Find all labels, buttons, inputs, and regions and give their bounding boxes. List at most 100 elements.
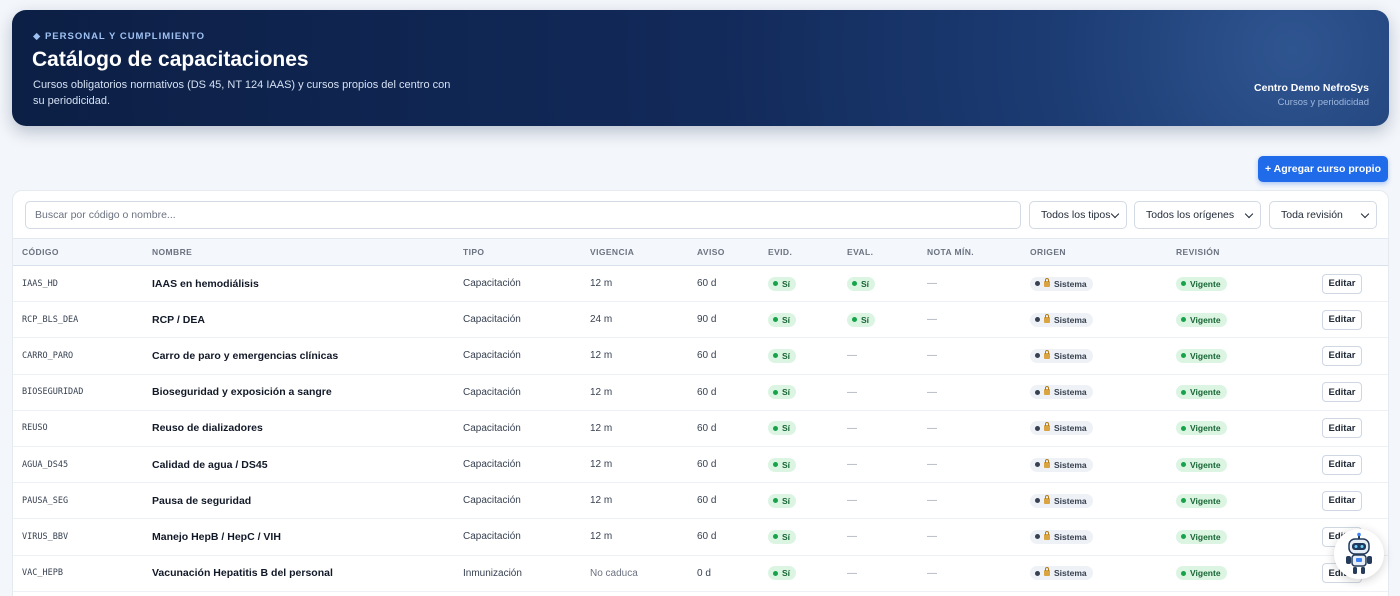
cell-aviso: 60 d — [697, 531, 717, 543]
page-title: Catálogo de capacitaciones — [32, 48, 309, 71]
status-dot-icon — [1035, 389, 1040, 395]
col-header-revision[interactable]: REVISIÓN — [1167, 238, 1322, 266]
tipo-filter-value: Todos los tipos — [1041, 209, 1111, 221]
col-header-evid[interactable]: EVID. — [759, 238, 838, 266]
table-row[interactable]: VIRUS_BBV Manejo HepB / HepC / VIH Capacit… — [13, 519, 1388, 555]
search-input[interactable] — [25, 201, 1021, 229]
cell-eval: — — [847, 422, 857, 434]
revision-filter-value: Toda revisión — [1281, 209, 1343, 221]
origen-filter-select[interactable]: Todos los orígenes — [1134, 201, 1261, 229]
origen-value: Sistema — [1054, 387, 1087, 398]
evid-badge: Sí — [768, 312, 797, 327]
status-dot-icon — [773, 389, 778, 395]
edit-button[interactable]: Editar — [1322, 418, 1362, 439]
revision-badge: Vigente — [1176, 348, 1227, 363]
cell-actions: Editar — [1322, 446, 1388, 482]
cell-vigencia: 12 m — [590, 422, 613, 434]
evid-badge: Sí — [768, 493, 797, 508]
evid-badge: Sí — [768, 421, 797, 436]
origen-badge: Sistema — [1030, 385, 1093, 400]
col-header-nombre[interactable]: NOMBRE — [143, 238, 454, 266]
origen-badge: Sistema — [1030, 529, 1093, 544]
cell-codigo: RCP_BLS_DEA — [22, 314, 79, 325]
status-dot-icon — [1181, 317, 1186, 323]
revision-badge: Vigente — [1176, 421, 1227, 436]
edit-button[interactable]: Editar — [1322, 309, 1362, 330]
col-header-nota-min[interactable]: NOTA MÍN. — [918, 238, 1021, 266]
cell-vigencia: 12 m — [590, 495, 613, 507]
cell-codigo: REUSO — [22, 423, 48, 434]
cell-nota-min: — — [927, 350, 937, 362]
robot-icon — [1346, 532, 1372, 574]
section-kicker: ◆ PERSONAL Y CUMPLIMIENTO — [33, 31, 206, 42]
evid-badge: Sí — [768, 385, 797, 400]
col-header-aviso[interactable]: AVISO — [688, 238, 759, 266]
col-header-tipo[interactable]: TIPO — [454, 238, 581, 266]
origen-badge: Sistema — [1030, 457, 1093, 472]
origen-badge: Sistema — [1030, 493, 1093, 508]
cell-tipo: Capacitación — [463, 422, 521, 434]
cell-aviso: 60 d — [697, 459, 717, 471]
status-dot-icon — [773, 534, 778, 540]
org-name: Centro Demo NefroSys — [1254, 82, 1369, 94]
add-course-button[interactable]: + Agregar curso propio — [1258, 156, 1388, 182]
edit-button[interactable]: Editar — [1322, 382, 1362, 403]
edit-button[interactable]: Editar — [1322, 345, 1362, 366]
col-header-vigencia[interactable]: VIGENCIA — [581, 238, 688, 266]
table-row[interactable]: VAC_HEPB Vacunación Hepatitis B del perso… — [13, 555, 1388, 592]
cell-origen: Sistema — [1021, 374, 1167, 410]
revision-value: Vigente — [1190, 387, 1221, 398]
cell-codigo: AGUA_DS45 — [22, 459, 69, 470]
status-dot-icon — [1035, 281, 1040, 287]
org-info: Centro Demo NefroSys Cursos y periodicid… — [1254, 82, 1369, 108]
tipo-filter-select[interactable]: Todos los tipos — [1029, 201, 1127, 229]
table-row[interactable]: REUSO Reuso de dializadores Capacitación 12… — [13, 410, 1388, 447]
cell-vigencia: No caduca — [590, 567, 638, 579]
edit-button[interactable]: Editar — [1322, 490, 1362, 511]
cell-evid: Sí — [759, 483, 838, 519]
origen-filter-value: Todos los orígenes — [1146, 209, 1235, 221]
cell-origen: Sistema — [1021, 446, 1167, 482]
cell-nombre: Carro de paro y emergencias clínicas — [152, 349, 339, 362]
cell-evid: Sí — [759, 302, 838, 338]
status-dot-icon — [1035, 462, 1040, 468]
cell-aviso: 60 d — [697, 422, 717, 434]
status-dot-icon — [1181, 462, 1186, 468]
edit-button[interactable]: Editar — [1322, 273, 1362, 294]
evid-badge: Sí — [768, 348, 797, 363]
table-row[interactable]: AGUA_DS45 Calidad de agua / DS45 Capacitac… — [13, 446, 1388, 483]
edit-button[interactable]: Editar — [1322, 454, 1362, 475]
cell-evid: Sí — [759, 266, 838, 302]
courses-table: CÓDIGO NOMBRE TIPO VIGENCIA AVISO EVID. … — [13, 238, 1388, 592]
table-row[interactable]: BIOSEGURIDAD Bioseguridad y exposición a … — [13, 374, 1388, 411]
col-header-codigo[interactable]: CÓDIGO — [13, 238, 143, 266]
status-dot-icon — [852, 317, 857, 323]
table-row[interactable]: RCP_BLS_DEA RCP / DEA Capacitación 24 m 90 d… — [13, 302, 1388, 338]
origen-value: Sistema — [1054, 459, 1087, 470]
cell-eval: — — [847, 495, 857, 507]
evid-badge: Sí — [768, 529, 797, 544]
cell-nota-min: — — [927, 459, 937, 471]
col-header-eval[interactable]: EVAL. — [838, 238, 918, 266]
status-dot-icon — [1035, 534, 1040, 540]
lock-icon — [1044, 422, 1050, 432]
eval-value: Sí — [861, 314, 870, 325]
cell-aviso: 60 d — [697, 386, 717, 398]
table-row[interactable]: CARRO_PARO Carro de paro y emergencias cl… — [13, 338, 1388, 375]
cell-nota-min: — — [927, 422, 937, 434]
revision-filter-select[interactable]: Toda revisión — [1269, 201, 1377, 229]
table-row[interactable]: PAUSA_SEG Pausa de seguridad Capacitación 1… — [13, 483, 1388, 519]
status-dot-icon — [1035, 570, 1040, 576]
cell-tipo: Capacitación — [463, 278, 521, 290]
cell-eval: — — [847, 567, 857, 579]
status-dot-icon — [1181, 570, 1186, 576]
lock-icon — [1044, 349, 1050, 359]
assistant-robot-button[interactable] — [1334, 529, 1384, 579]
cell-codigo: PAUSA_SEG — [22, 495, 69, 506]
cell-eval: — — [847, 459, 857, 471]
col-header-origen[interactable]: ORIGEN — [1021, 238, 1167, 266]
revision-value: Vigente — [1190, 495, 1221, 506]
evid-value: Sí — [782, 278, 791, 289]
cell-codigo: IAAS_HD — [22, 278, 58, 289]
table-row[interactable]: IAAS_HD IAAS en hemodiálisis Capacitación 1… — [13, 266, 1388, 302]
